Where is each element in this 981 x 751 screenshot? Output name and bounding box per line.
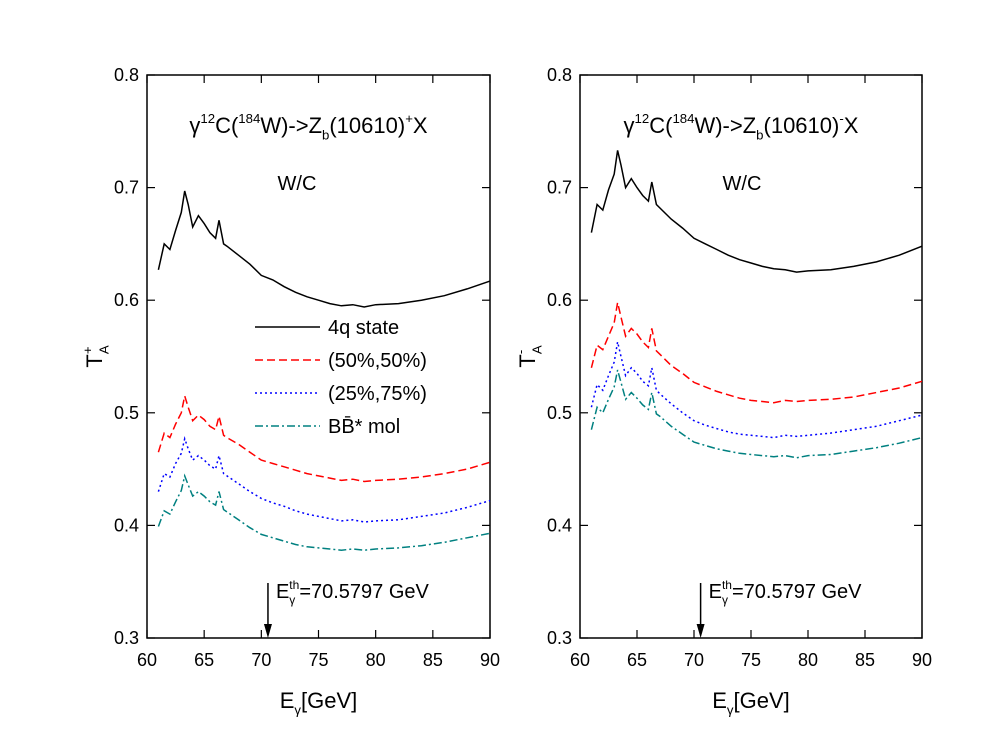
plot-frame [146, 74, 491, 639]
legend-label: (25%,75%) [328, 383, 427, 405]
annotation: W/C [278, 173, 317, 195]
x-axis-label-part: [GeV] [734, 688, 790, 713]
chart-title-part: (10610) [329, 113, 405, 138]
x-tick-label: 65 [194, 650, 214, 670]
series-line [157, 436, 491, 523]
x-tick-label: 80 [366, 650, 386, 670]
legend-label: BB̄* mol [328, 415, 400, 438]
threshold-label-part: th [722, 578, 732, 592]
chart-title-part: 184 [672, 111, 694, 126]
x-axis-label-part: E [280, 688, 295, 713]
x-tick-label: 85 [855, 650, 875, 670]
y-tick-label: 0.4 [547, 515, 572, 535]
legend-label: (50%,50%) [328, 350, 427, 372]
series-line [590, 341, 923, 439]
x-axis-label-part: E [712, 688, 727, 713]
series-line [590, 302, 923, 404]
series-line [157, 473, 491, 551]
threshold-arrowhead [263, 624, 272, 638]
y-axis-label-part: T [82, 354, 107, 367]
x-tick-label: 80 [798, 650, 818, 670]
x-tick-label: 90 [912, 650, 932, 670]
series-line [590, 369, 923, 459]
chart-title-part: 12 [635, 111, 650, 126]
y-axis-label: T- A [513, 345, 545, 367]
chart-title: γ 12 C(184 W)->Z b (10610) - X [624, 111, 859, 143]
y-tick-label: 0.8 [114, 65, 139, 85]
chart-title-part: C( [649, 113, 673, 138]
chart-title: γ 12 C(184 W)->Z b (10610) + X [189, 111, 428, 143]
y-tick-label: 0.7 [547, 178, 572, 198]
x-tick-label: 70 [251, 650, 271, 670]
chart-title-part: 184 [238, 111, 260, 126]
chart-title-part: b [756, 128, 763, 143]
x-axis-label-part: γ [727, 703, 734, 718]
threshold-label-part: E [709, 581, 722, 603]
y-tick-label: 0.3 [114, 628, 139, 648]
annotation: W/C [723, 173, 762, 195]
y-tick-label: 0.6 [547, 290, 572, 310]
x-tick-label: 85 [423, 650, 443, 670]
threshold-label-part: =70.5797 GeV [299, 581, 429, 603]
y-tick-label: 0.3 [547, 628, 572, 648]
x-tick-label: 75 [741, 650, 761, 670]
y-axis-label-part: + [80, 346, 95, 354]
series-line [157, 395, 491, 483]
y-tick-label: 0.8 [547, 65, 572, 85]
chart-title-part: - [839, 111, 843, 126]
plot-frame [579, 74, 923, 639]
y-axis-label-part: A [530, 345, 545, 354]
threshold-label-part: γ [722, 593, 728, 607]
x-tick-label: 60 [137, 650, 157, 670]
x-axis-label-part: γ [294, 703, 301, 718]
panel: 60 65 70 75 80 85 900.30.40.50.60.70.8γ 12 C(184… [80, 65, 500, 718]
x-tick-label: 60 [570, 650, 590, 670]
y-tick-label: 0.6 [114, 290, 139, 310]
panel: 60 65 70 75 80 85 900.30.40.50.60.70.8γ 12 C(184… [513, 65, 932, 718]
x-tick-label: 75 [308, 650, 328, 670]
legend-label: 4q state [328, 317, 399, 339]
threshold-label-part: th [289, 578, 299, 592]
chart-title-part: (10610) [764, 113, 840, 138]
x-axis-label-part: [GeV] [301, 688, 357, 713]
series-line [590, 150, 923, 273]
series-line [157, 190, 491, 308]
chart-title-part: γ [624, 113, 635, 138]
chart-title-part: 12 [200, 111, 215, 126]
y-tick-label: 0.5 [547, 403, 572, 423]
chart-title-part: W)->Z [260, 113, 322, 138]
chart-title-part: X [413, 113, 428, 138]
threshold-label-part: γ [289, 593, 295, 607]
chart-title-part: W)->Z [694, 113, 756, 138]
threshold-label-part: E [276, 581, 289, 603]
threshold-label-part: =70.5797 GeV [732, 581, 862, 603]
chart-title-part: X [844, 113, 859, 138]
y-axis-label-part: T [515, 354, 540, 367]
chart-title-part: + [405, 111, 413, 126]
y-tick-label: 0.5 [114, 403, 139, 423]
chart-title-part: C( [215, 113, 239, 138]
y-axis-label-part: - [513, 350, 528, 354]
x-tick-label: 90 [480, 650, 500, 670]
y-tick-label: 0.4 [114, 515, 139, 535]
threshold-arrowhead [696, 624, 705, 638]
y-tick-label: 0.7 [114, 178, 139, 198]
x-tick-label: 70 [684, 650, 704, 670]
y-axis-label-part: A [97, 345, 112, 354]
y-axis-label: T+ A [80, 345, 112, 367]
x-tick-label: 65 [627, 650, 647, 670]
chart-title-part: γ [189, 113, 200, 138]
chart-title-part: b [322, 128, 329, 143]
